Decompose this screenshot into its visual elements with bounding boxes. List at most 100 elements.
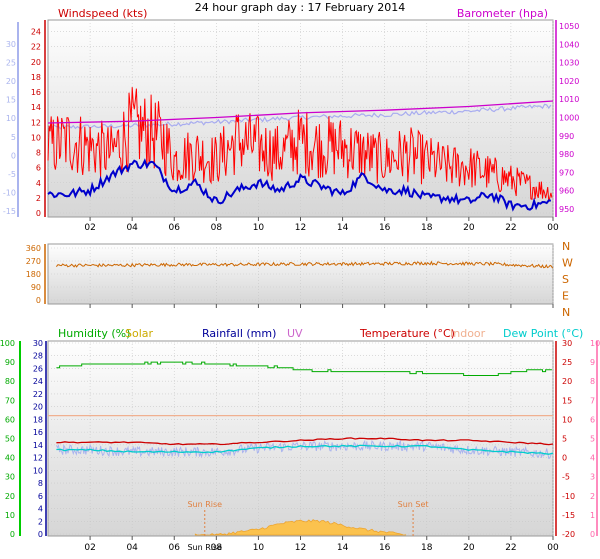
rainfall-tick: 22 — [33, 390, 43, 399]
windspeed-tick: 14 — [31, 103, 41, 112]
rainfall-tick: 10 — [33, 466, 43, 475]
temperature-tick: 5 — [562, 435, 567, 444]
windspeed-tick: 8 — [36, 149, 41, 158]
uv-tick: 10 — [590, 339, 600, 348]
uv-tick: 7 — [590, 396, 595, 405]
barometer-tick: 1040 — [559, 40, 579, 49]
graph-title: 24 hour graph day : 17 February 2014 — [195, 1, 406, 14]
barometer-tick: 950 — [559, 205, 574, 214]
barometer-line — [47, 100, 554, 124]
x-tick-label: 04 — [126, 543, 138, 553]
windspeed-tick: 20 — [31, 58, 41, 67]
x-tick-label: 14 — [337, 223, 349, 233]
uv-tick: 5 — [590, 435, 595, 444]
x-tick-label: 12 — [295, 223, 306, 233]
rainfall-tick: 4 — [38, 505, 43, 514]
temperature-tick: -10 — [562, 492, 575, 501]
windspeed-tick: 12 — [31, 118, 41, 127]
x-tick-label: 10 — [253, 223, 265, 233]
sunrise-label: Sun Rise — [187, 500, 222, 509]
humidity-tick: 70 — [5, 396, 15, 405]
uv-tick: 0 — [590, 530, 595, 539]
x-tick-label: 22 — [505, 543, 516, 553]
windspeed-line — [47, 87, 553, 202]
humidity-tick: 50 — [5, 435, 15, 444]
windspeed-tick: 22 — [31, 43, 41, 52]
humidity-tick: 20 — [5, 492, 15, 501]
temp-tick: 25 — [6, 59, 16, 68]
windspeed-tick: 0 — [36, 209, 41, 218]
barometer-label: Barometer (hpa) — [457, 7, 548, 20]
x-tick-label: 04 — [126, 223, 138, 233]
temperature-tick: 30 — [562, 339, 572, 348]
x-tick-label: 22 — [505, 223, 516, 233]
compass-letter: N — [562, 240, 570, 253]
barometer-tick: 1020 — [559, 77, 579, 86]
x-tick-label: 06 — [169, 223, 181, 233]
uv-legend: UV — [287, 327, 303, 340]
x-tick-label: 16 — [379, 223, 391, 233]
temperature-tick: 10 — [562, 415, 572, 424]
direction-tick: 360 — [26, 244, 41, 253]
temp-tick: -10 — [3, 188, 16, 197]
barometer-tick: 980 — [559, 150, 574, 159]
temp-tick: 30 — [6, 40, 16, 49]
temperature-legend: Temperature (°C) — [359, 327, 455, 340]
rainfall-tick: 0 — [38, 530, 43, 539]
rainfall-tick: 20 — [33, 403, 43, 412]
barometer-tick: 1010 — [559, 95, 579, 104]
humidity-tick: 60 — [5, 415, 15, 424]
direction-tick: 180 — [26, 270, 41, 279]
temp-tick: 5 — [11, 133, 16, 142]
rainfall-legend: Rainfall (mm) — [202, 327, 276, 340]
x-tick-label: 06 — [169, 543, 181, 553]
dewpoint-legend: Dew Point (°C) — [503, 327, 583, 340]
dewpoint-line — [56, 444, 554, 455]
rainfall-tick: 12 — [33, 454, 43, 463]
direction-line — [55, 260, 554, 269]
solar-area — [194, 519, 407, 536]
barometer-tick: 970 — [559, 168, 574, 177]
rainfall-tick: 6 — [38, 492, 43, 501]
sunset-label: Sun Set — [398, 500, 429, 509]
uv-tick: 9 — [590, 358, 595, 367]
compass-letter: N — [562, 306, 570, 319]
temp-tick: -5 — [8, 170, 16, 179]
windspeed-tick: 18 — [31, 73, 41, 82]
x-tick-label: 20 — [463, 543, 475, 553]
compass-letter: E — [562, 290, 569, 303]
x-tick-label: 10 — [253, 543, 265, 553]
uv-tick: 1 — [590, 511, 595, 520]
windspeed-tick: 24 — [31, 28, 41, 37]
direction-tick: 90 — [31, 283, 41, 292]
x-tick-label: 18 — [421, 223, 433, 233]
temp-tick: -15 — [3, 207, 16, 216]
multi-panel-content: 1009080706050403020100302826242220181614… — [0, 339, 600, 553]
humidity-tick: 100 — [0, 339, 15, 348]
wind-panel-content: 242220181614121086420302520151050-5-10-1… — [3, 20, 579, 233]
x-tick-label: 08 — [211, 223, 223, 233]
windspeed-label: Windspeed (kts) — [58, 7, 147, 20]
humidity-tick: 10 — [5, 511, 15, 520]
uv-tick: 4 — [590, 454, 595, 463]
x-tick-label: 20 — [463, 223, 475, 233]
x-tick-label: 02 — [84, 543, 95, 553]
x-tick-label: 12 — [295, 543, 306, 553]
humidity-tick: 0 — [10, 530, 15, 539]
temperature-tick: -5 — [562, 473, 570, 482]
x-tick-label: 00 — [547, 223, 559, 233]
barometer-band — [47, 103, 552, 130]
windspeed-tick: 10 — [31, 133, 41, 142]
rainfall-tick: 26 — [33, 364, 43, 373]
temp-tick: 0 — [11, 151, 16, 160]
compass-letter: W — [562, 257, 573, 270]
rainfall-tick: 14 — [33, 441, 43, 450]
rainfall-tick: 28 — [33, 352, 43, 361]
temp-tick: 10 — [6, 114, 16, 123]
barometer-tick: 1030 — [559, 59, 579, 68]
direction-tick: 270 — [26, 257, 41, 266]
temperature-tick: -15 — [562, 511, 575, 520]
rainfall-tick: 8 — [38, 479, 43, 488]
uv-tick: 2 — [590, 492, 595, 501]
windspeed-tick: 2 — [36, 194, 41, 203]
